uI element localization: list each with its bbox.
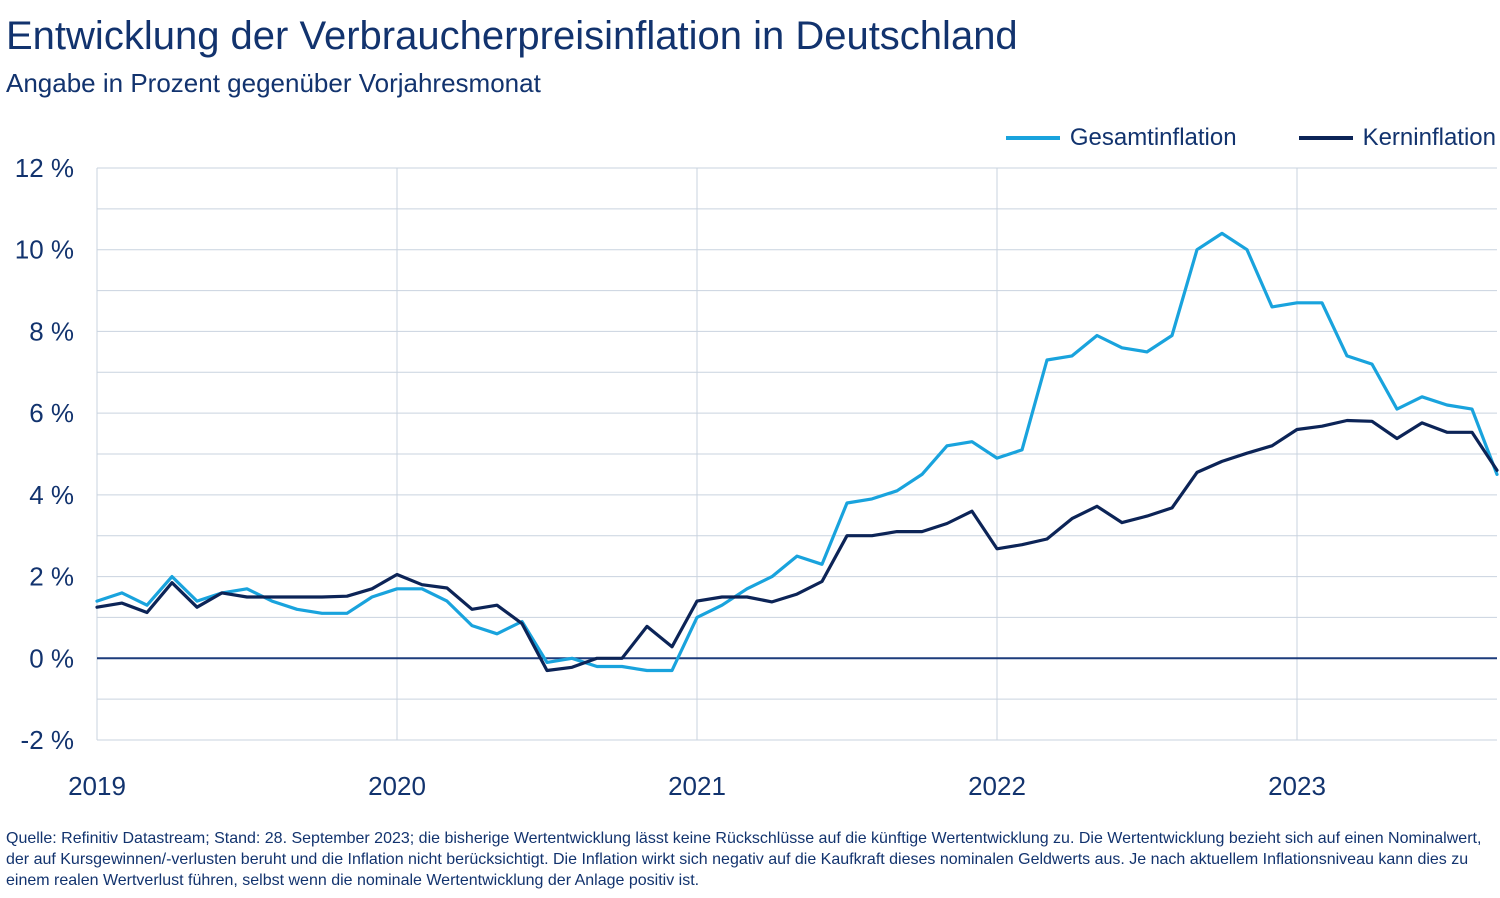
- y-tick-label: 2 %: [29, 562, 74, 592]
- grid-layer: [96, 167, 1497, 741]
- x-tick-label: 2023: [1268, 771, 1326, 801]
- legend-swatch-kerninflation: [1298, 136, 1353, 140]
- x-tick-label: 2021: [668, 771, 726, 801]
- y-tick-label: 4 %: [29, 480, 74, 510]
- y-tick-label: -2 %: [21, 725, 74, 755]
- chart-subtitle: Angabe in Prozent gegenüber Vorjahresmon…: [6, 68, 541, 98]
- y-tick-label: 12 %: [15, 153, 74, 183]
- series-line-gesamtinflation: [95, 231, 1499, 673]
- source-note: Quelle: Refinitiv Datastream; Stand: 28.…: [6, 830, 1482, 889]
- series-line-kerninflation: [95, 418, 1499, 673]
- line-chart: 12 % 10 % 8 % 6 % 4 % 2 % 0 % -2 % 2019 2020 2021 2…: [15, 153, 1499, 801]
- x-tick-label: 2020: [368, 771, 426, 801]
- y-tick-label: 10 %: [15, 235, 74, 265]
- series-layer: [95, 231, 1499, 673]
- axis-layer: 12 % 10 % 8 % 6 % 4 % 2 % 0 % -2 % 2019 2020 2021 2…: [15, 153, 1326, 801]
- x-tick-label: 2019: [68, 771, 126, 801]
- chart-legend: Gesamtinflation Kerninflation: [1005, 120, 1496, 156]
- legend-label-kerninflation: Kerninflation: [1362, 124, 1496, 151]
- chart-title: Entwicklung der Verbraucherpreisinflatio…: [6, 14, 1018, 58]
- legend-item-kerninflation: Kerninflation: [1298, 124, 1496, 152]
- x-tick-label: 2022: [968, 771, 1026, 801]
- y-tick-label: 8 %: [29, 316, 74, 346]
- legend-label-gesamtinflation: Gesamtinflation: [1069, 124, 1237, 151]
- legend-item-gesamtinflation: Gesamtinflation: [1005, 124, 1237, 152]
- legend-swatch-gesamtinflation: [1005, 136, 1060, 140]
- y-tick-label: 6 %: [29, 398, 74, 428]
- y-tick-label: 0 %: [29, 643, 74, 673]
